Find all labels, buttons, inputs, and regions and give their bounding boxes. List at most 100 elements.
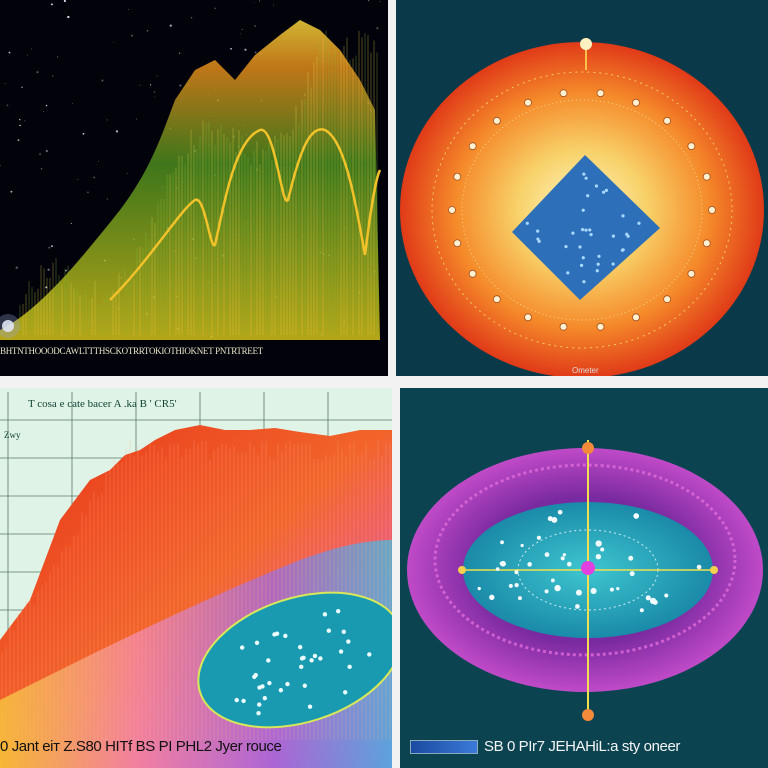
star [241, 28, 243, 31]
diamond-dot [578, 245, 582, 249]
star [50, 3, 53, 6]
star [47, 268, 50, 271]
star [52, 75, 54, 77]
star [48, 246, 51, 249]
star [45, 149, 49, 153]
ellipse-dot [256, 711, 261, 716]
ellipse-dot [234, 697, 239, 703]
core-dot [562, 553, 566, 557]
star [71, 103, 73, 104]
core-dot [696, 564, 702, 570]
star [214, 7, 216, 9]
bead [632, 98, 640, 107]
core-dot [664, 593, 669, 598]
diamond-dot [571, 231, 575, 235]
ellipse-dot [260, 684, 265, 689]
footer-bar-swatch [410, 740, 478, 754]
diamond-dot [566, 271, 570, 275]
top-knob [580, 38, 592, 50]
bead [559, 322, 568, 331]
bead [663, 116, 672, 125]
diamond-dot [564, 244, 568, 249]
star [82, 132, 85, 135]
bead [468, 142, 477, 151]
top-right-caption: Ometer [572, 366, 599, 375]
star [126, 173, 128, 174]
star [113, 41, 115, 43]
star [376, 27, 379, 30]
star [272, 4, 274, 6]
wave-vertical-lines [19, 30, 378, 335]
ellipse-dot [301, 655, 306, 661]
ellipse-dot [257, 702, 262, 707]
star [115, 130, 119, 133]
star [10, 190, 13, 193]
ellipse-dot [341, 629, 346, 634]
star [6, 104, 9, 107]
divider-vertical-top [388, 0, 396, 376]
bead [596, 89, 605, 98]
bead [596, 322, 605, 331]
star [19, 119, 21, 121]
blue-diamond [512, 155, 660, 300]
star [31, 48, 33, 50]
star [36, 71, 39, 74]
star [139, 84, 141, 86]
ellipse-dot [241, 698, 246, 704]
core-dot [554, 584, 561, 592]
diamond-dot [611, 234, 615, 238]
core-dot [609, 587, 614, 592]
star [106, 119, 108, 121]
ellipse-dot [309, 658, 314, 663]
ellipse-dots [234, 608, 372, 716]
core-dot [495, 567, 500, 571]
diamond-dot [584, 176, 588, 180]
core-dot [629, 571, 635, 577]
star [259, 0, 261, 2]
star [146, 29, 149, 32]
star [153, 91, 156, 93]
ellipse-dot [285, 681, 290, 687]
star [101, 79, 104, 82]
top-left-caption: BHTNTHOOODCAWLTTTHSCKOTRRTOKIOTHIOKNET P… [0, 346, 263, 356]
star [63, 0, 66, 3]
diamond-dot [594, 184, 599, 188]
core-dot [500, 540, 504, 545]
star [156, 75, 158, 77]
star [70, 223, 72, 225]
bead [453, 239, 462, 248]
core-dot [544, 552, 550, 557]
star [254, 51, 257, 54]
star [15, 266, 18, 269]
ellipse-dot [346, 639, 351, 644]
star [169, 24, 173, 27]
star [136, 118, 137, 120]
core-dot [645, 595, 651, 601]
diamond-dot [580, 227, 585, 232]
star [97, 160, 99, 162]
diamond-dot [582, 172, 586, 176]
ellipse-dot [367, 652, 372, 657]
red-spectrum-graphic [0, 392, 392, 768]
core-dot [547, 516, 553, 522]
star [57, 56, 59, 58]
diamond-dot [597, 254, 601, 258]
star [65, 269, 67, 272]
star [67, 15, 70, 19]
diamond-dot [602, 190, 606, 194]
star [153, 96, 155, 97]
ellipse-dot [336, 608, 341, 614]
star [77, 178, 79, 180]
ellipse-dot [307, 704, 313, 709]
diamond-dot [596, 262, 600, 266]
diamond-dot [589, 232, 593, 237]
star [93, 176, 95, 179]
diamond-dot [525, 221, 529, 225]
core-dot [633, 513, 640, 519]
star [87, 191, 89, 194]
ellipse-dot [278, 687, 284, 693]
bead [559, 89, 568, 98]
ellipse-dot [274, 631, 280, 636]
diamond-dot [586, 194, 590, 198]
bead [687, 269, 696, 278]
